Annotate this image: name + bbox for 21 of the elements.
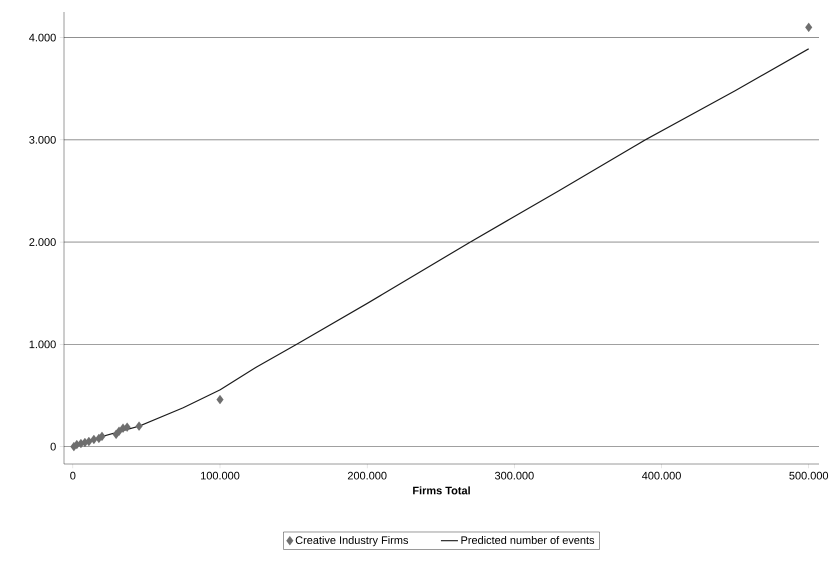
x-tick-label: 0 <box>70 472 76 480</box>
y-tick-label: 0 <box>50 442 56 450</box>
point <box>216 394 224 404</box>
x-tick-label: 500.000 <box>789 472 828 480</box>
x-tick-label: 100.000 <box>201 472 240 480</box>
point <box>98 432 106 442</box>
y-tick-label: 2.000 <box>29 238 56 246</box>
point <box>135 421 143 431</box>
legend-label: Creative Industry Firms <box>296 536 408 546</box>
x-axis-title: Firms Total <box>413 486 470 494</box>
point <box>85 436 92 446</box>
x-tick-label: 400.000 <box>642 472 681 480</box>
x-tick-label: 300.000 <box>494 472 534 480</box>
y-tick-label: 3.000 <box>29 136 56 144</box>
point <box>805 22 812 32</box>
y-tick-label: 1.000 <box>30 340 56 348</box>
y-tick-label: 4.000 <box>29 34 56 42</box>
point <box>124 422 131 432</box>
legend-label: Predicted number of events <box>461 536 594 544</box>
x-tick-label: 200.000 <box>348 472 387 480</box>
point <box>115 426 123 436</box>
